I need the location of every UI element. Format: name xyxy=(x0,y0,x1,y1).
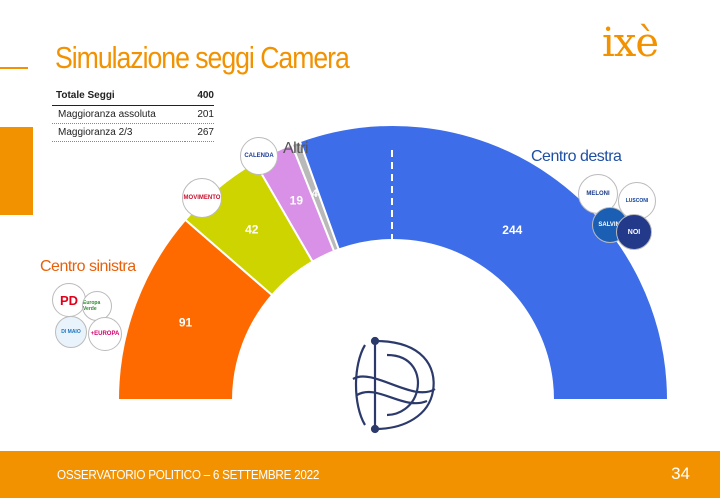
footer-text: OSSERVATORIO POLITICO – 6 SETTEMBRE 2022 xyxy=(57,467,320,482)
side-accent-bar xyxy=(0,127,33,215)
table-cell-value: 267 xyxy=(185,123,214,142)
table-row: Maggioranza 2/3 267 xyxy=(52,123,214,142)
badge-text: MELONI xyxy=(586,191,610,197)
table-cell-label: Totale Seggi xyxy=(52,87,186,106)
badge-text: LUSCONI xyxy=(625,198,649,204)
parliament-emblem-icon xyxy=(352,336,436,434)
ixe-logo: ixè xyxy=(602,20,662,70)
group-label-centro-sinistra: Centro sinistra xyxy=(40,258,136,275)
slice-centro-destra xyxy=(298,124,670,401)
group-label-altri: Altri xyxy=(283,140,309,157)
pd-logo-icon: PD xyxy=(52,283,86,317)
table-cell-label: Maggioranza 2/3 xyxy=(52,123,186,142)
m5s-logo-icon: MOVIMENTO xyxy=(182,178,222,218)
di-maio-logo-icon: DI MAIO xyxy=(55,316,87,348)
chart-slice-labels: 91 42 19 4 244 xyxy=(179,188,523,330)
group-label-centro-destra: Centro destra xyxy=(531,148,622,165)
badge-text: NOI xyxy=(627,228,641,236)
table-row: Maggioranza assoluta 201 xyxy=(52,105,214,124)
table-cell-value: 201 xyxy=(185,105,214,124)
page-title: Simulazione seggi Camera xyxy=(55,40,350,75)
badge-text: MOVIMENTO xyxy=(183,195,221,201)
badge-text: Europa Verde xyxy=(83,300,101,312)
slice-value-label: 244 xyxy=(502,223,522,237)
slice-value-label: 42 xyxy=(245,222,259,236)
table-row: Totale Seggi 400 xyxy=(52,87,214,106)
lega-logo-icon: SALVINI xyxy=(592,207,628,243)
logo-text: ixè xyxy=(602,20,659,66)
badge-text: CALENDA xyxy=(244,153,274,159)
calenda-logo-icon: CALENDA xyxy=(240,137,278,175)
page-number: 34 xyxy=(671,464,690,483)
slice-value-label: 91 xyxy=(179,316,193,330)
slice-value-label: 19 xyxy=(290,194,304,208)
footer-bar: OSSERVATORIO POLITICO – 6 SETTEMBRE 2022… xyxy=(0,451,720,498)
seats-summary-table: Totale Seggi 400 Maggioranza assoluta 20… xyxy=(52,87,214,142)
header-accent-rule xyxy=(0,67,28,69)
badge-text: +EUROPA xyxy=(90,331,120,337)
badge-text: DI MAIO xyxy=(61,329,81,335)
europa-verde-logo-icon: Europa Verde xyxy=(82,291,112,321)
badge-text: SALVINI xyxy=(598,222,622,228)
noi-moderati-logo-icon: NOI xyxy=(616,214,652,250)
badge-text: PD xyxy=(59,292,79,308)
europa-logo-icon: +EUROPA xyxy=(88,317,122,351)
table-cell-value: 400 xyxy=(185,87,214,106)
table-cell-label: Maggioranza assoluta xyxy=(52,105,186,124)
chart-slices xyxy=(116,124,670,401)
slice-value-label: 4 xyxy=(312,188,319,200)
